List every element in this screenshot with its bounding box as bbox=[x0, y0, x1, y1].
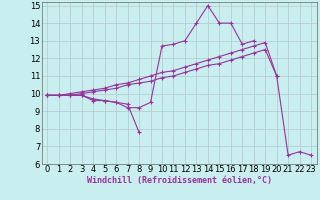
X-axis label: Windchill (Refroidissement éolien,°C): Windchill (Refroidissement éolien,°C) bbox=[87, 176, 272, 185]
